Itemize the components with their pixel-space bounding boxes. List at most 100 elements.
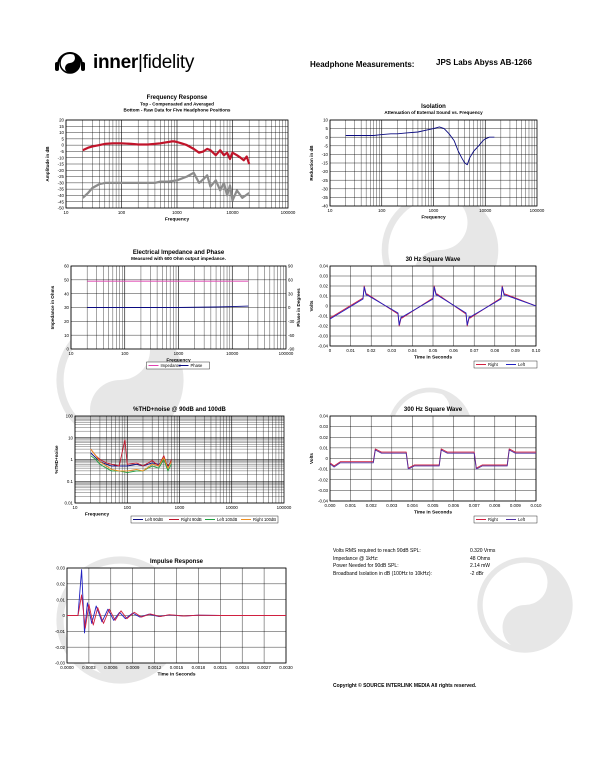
y-tick-label: 20	[64, 319, 69, 324]
x-tick-label: 0.0030	[279, 665, 293, 670]
series-line-1	[81, 171, 250, 202]
stat-value: 2.14 mW	[470, 563, 491, 569]
x-tick-label: 10	[64, 210, 69, 215]
y-tick-label: 0.02	[319, 435, 328, 440]
x-tick-label: 0.0024	[235, 665, 249, 670]
x-tick-label: 0.002	[366, 503, 378, 508]
y-axis-label: Impedance in Ohms	[50, 285, 55, 329]
x-tick-label: 0.10	[532, 348, 541, 353]
model-title: JPS Labs Abyss AB-1266	[436, 58, 532, 67]
y-tick-label: -40	[322, 204, 329, 209]
x-tick-label: 0.08	[491, 348, 500, 353]
x-tick-label: 100	[124, 505, 132, 510]
stat-label: Volts RMS required to reach 90dB SPL:	[333, 548, 421, 554]
y2-tick-label: 90	[288, 264, 293, 269]
y-tick-label: 50	[64, 277, 69, 282]
x-tick-label: 0.004	[407, 503, 419, 508]
stat-row: Volts RMS required to reach 90dB SPL: 0.3…	[333, 548, 553, 556]
chart-sq300: 300 Hz Square Wave 0.000 0.001 0.002 0.003 0.…	[309, 407, 542, 524]
legend-entry: Right	[488, 517, 499, 522]
y-tick-label: 0	[326, 135, 329, 140]
x-tick-label: 100	[118, 210, 126, 215]
y-tick-label: -50	[58, 206, 65, 211]
stat-row: Impedance @ 1kHz: 48 Ohms	[333, 556, 553, 564]
x-tick-label: 10000	[226, 351, 239, 356]
y-tick-label: 10	[68, 435, 73, 440]
copyright: Copyright © SOURCE INTERLINK MEDIA All r…	[333, 683, 477, 689]
y-tick-label: 0.03	[56, 566, 65, 571]
x-tick-label: 0.003	[386, 503, 398, 508]
section-title: Headphone Measurements:	[310, 60, 415, 69]
y-axis-label: Volts	[309, 453, 314, 464]
y-tick-label: 30	[64, 305, 69, 310]
y-axis-label: Reduction in dB	[309, 145, 314, 181]
stat-label: Power Needed for 90dB SPL:	[333, 563, 399, 569]
x-tick-label: 0.000	[325, 503, 337, 508]
chart-title: 300 Hz Square Wave	[404, 407, 463, 413]
y-tick-label: 0	[326, 456, 329, 461]
legend-entry: Phase	[191, 363, 204, 368]
x-tick-label: 0.0009	[126, 665, 140, 670]
series-line-1	[330, 449, 536, 470]
y2-tick-label: 0	[288, 305, 291, 310]
y2-tick-label: 60	[288, 277, 293, 282]
y-tick-label: 100	[66, 414, 74, 419]
y-tick-label: 1	[71, 457, 74, 462]
y-tick-label: 0.04	[319, 264, 328, 269]
x-tick-label: 100	[121, 351, 129, 356]
chart-title: Isolation	[421, 104, 446, 110]
y-tick-label: -25	[322, 178, 329, 183]
x-tick-label: 0.0018	[192, 665, 206, 670]
y-tick-label: 20	[59, 118, 64, 123]
y-tick-label: 10	[59, 130, 64, 135]
grid	[65, 119, 288, 209]
chart-subtitle: Measured with 600 Ohm output impedance.	[131, 256, 226, 261]
stat-value: 0.320 Vrms	[470, 548, 496, 554]
x-tick-label: 0.008	[489, 503, 501, 508]
brand-separator: |	[137, 52, 143, 73]
x-tick-label: 0.0012	[148, 665, 162, 670]
x-tick-label: 10	[73, 505, 78, 510]
x-axis-label: Time in Seconds	[414, 355, 452, 361]
y-tick-label: -0.02	[55, 645, 66, 650]
x-tick-label: 10000	[226, 505, 239, 510]
x-tick-label: 0.0003	[82, 665, 96, 670]
y-tick-label: -10	[322, 152, 329, 157]
y-axis-label: Volts	[309, 300, 314, 311]
x-tick-label: 0.009	[510, 503, 522, 508]
y-tick-label: -0.03	[55, 661, 66, 666]
chart-title: 30 Hz Square Wave	[406, 257, 461, 263]
y-tick-label: 0.01	[64, 501, 73, 506]
y-tick-label: -30	[322, 186, 329, 191]
y-tick-label: 0	[326, 304, 329, 309]
x-axis-label: Time in Seconds	[414, 510, 452, 516]
y-tick-label: -15	[58, 162, 65, 167]
series-line-3	[90, 448, 172, 472]
series-line-2	[90, 455, 172, 474]
y-tick-label: -0.04	[318, 344, 329, 349]
grid	[74, 416, 284, 504]
x-tick-label: 1000	[175, 505, 185, 510]
legend-entry: Left	[518, 362, 526, 367]
stat-label: Impedance @ 1kHz:	[333, 555, 379, 562]
y-tick-label: -0.02	[318, 324, 329, 329]
x-tick-label: 0.07	[470, 348, 479, 353]
chart-sq30: 30 Hz Square Wave 0 0.01 0.02 0.03 0.04 0.05 0.…	[309, 257, 541, 369]
x-tick-label: 0.09	[511, 348, 520, 353]
x-tick-label: 100000	[281, 210, 296, 215]
chart-subtitle: Attenuation of External Sound vs. Freque…	[384, 110, 483, 115]
x-tick-label: 0.01	[346, 348, 355, 353]
series-line-1	[87, 305, 249, 308]
y-tick-label: 60	[64, 264, 69, 269]
x-tick-label: 0.02	[367, 348, 376, 353]
y-tick-label: -30	[58, 180, 65, 185]
y2-tick-label: -60	[288, 333, 295, 338]
series-line-0	[345, 126, 495, 166]
yin-yang-headphone-icon	[55, 52, 85, 74]
y-tick-label: -0.02	[318, 477, 329, 482]
y-tick-label: 40	[64, 291, 69, 296]
x-tick-label: 0.06	[449, 348, 458, 353]
x-tick-label: 0.006	[448, 503, 460, 508]
